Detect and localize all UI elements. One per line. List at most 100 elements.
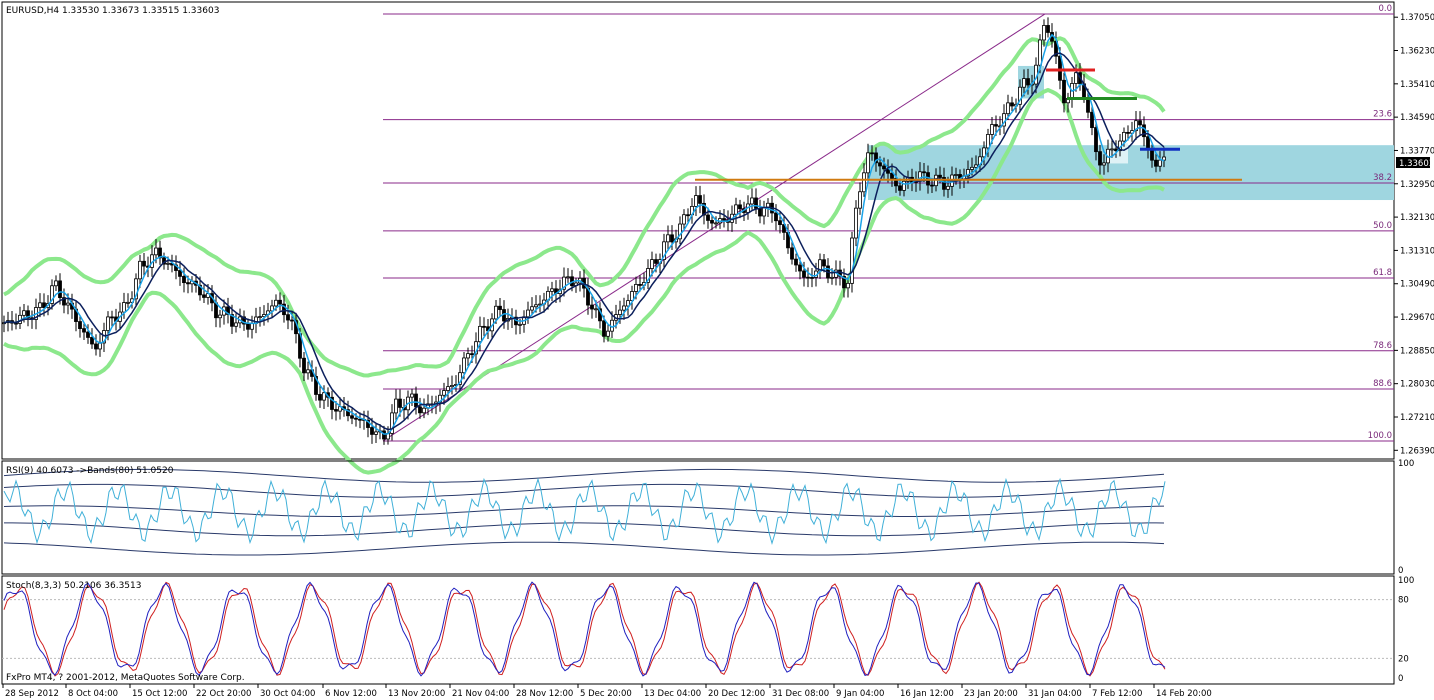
- price-tick-label: 1.33770: [1400, 146, 1434, 156]
- candle-body: [282, 303, 286, 316]
- candle-body: [670, 234, 674, 243]
- candle-body: [478, 325, 482, 343]
- rsi-band-line: [3, 505, 1165, 517]
- candle-body: [418, 406, 422, 414]
- candle-body: [1090, 111, 1094, 128]
- candle-body: [58, 280, 62, 299]
- candle-body: [802, 270, 806, 278]
- stoch-tick-label: 0: [1398, 674, 1403, 684]
- candle-body: [562, 276, 566, 290]
- candle-body: [938, 174, 942, 178]
- rsi-header: RSI(9) 40.6073 ->Bands(80) 51.0520: [6, 466, 174, 476]
- candle-body: [1134, 120, 1138, 132]
- copyright-text: FxPro MT4, ? 2001-2012, MetaQuotes Softw…: [6, 673, 245, 683]
- slow-ma-line: [3, 52, 1165, 431]
- candle-body: [874, 152, 878, 164]
- price-tick-label: 1.32130: [1400, 213, 1434, 223]
- time-tick-label: 21 Nov 04:00: [452, 689, 509, 699]
- candle-body: [450, 385, 454, 388]
- candle-body: [810, 277, 814, 279]
- candle-body: [1138, 120, 1142, 126]
- bollinger-upper: [3, 36, 1166, 378]
- stoch-panel[interactable]: 100 80 20 0 Stoch(8,3,3) 50.2106 36.3513 Fx…: [1, 575, 1414, 685]
- candle-body: [922, 171, 926, 174]
- candle-body: [930, 184, 934, 187]
- candle-body: [82, 328, 86, 333]
- candle-body: [862, 172, 866, 193]
- candle-body: [78, 321, 82, 330]
- candle-body: [1018, 86, 1022, 105]
- candle-body: [798, 264, 802, 272]
- candle-body: [422, 407, 426, 414]
- candle-body: [290, 319, 294, 322]
- rsi-axis: 100 0: [1398, 459, 1414, 576]
- candle-body: [750, 197, 754, 205]
- price-tick-label: 1.28030: [1400, 380, 1434, 390]
- rsi-band-line: [3, 541, 1165, 556]
- rsi-lines: [3, 468, 1166, 556]
- candle-body: [850, 237, 854, 284]
- candle-body: [806, 276, 810, 279]
- candle-body: [646, 268, 650, 283]
- time-tick-label: 8 Oct 04:00: [68, 689, 118, 699]
- candle-body: [534, 304, 538, 308]
- candle-body: [634, 284, 638, 292]
- candle-body: [62, 297, 66, 306]
- fib-level-label: 38.2: [1373, 173, 1392, 183]
- candle-body: [1150, 149, 1154, 161]
- candle-body: [790, 247, 794, 260]
- candle-body: [882, 165, 886, 170]
- time-tick-label: 9 Jan 04:00: [836, 689, 884, 699]
- candle-body: [42, 302, 46, 308]
- candle-body: [370, 427, 374, 435]
- candle-body: [350, 415, 354, 419]
- candle-body: [1042, 25, 1046, 41]
- candle-body: [322, 392, 326, 401]
- rsi-line: [3, 477, 1166, 545]
- candle-body: [354, 417, 358, 420]
- time-tick-label: 6 Nov 12:00: [325, 689, 377, 699]
- candle-body: [1158, 159, 1162, 167]
- candle-body: [94, 343, 98, 350]
- candle-body: [1010, 102, 1014, 107]
- candle-body: [754, 197, 758, 209]
- candle-body: [1154, 159, 1158, 167]
- candle-body: [778, 220, 782, 225]
- fibonacci-levels: 0.0 23.6 38.2 50.0 61.8 78.6 88.6 100.0: [382, 4, 1394, 442]
- fib-level-label: 50.0: [1373, 221, 1392, 231]
- price-panel[interactable]: 0.0 23.6 38.2 50.0 61.8 78.6 88.6 100.0 1.37050…: [1, 1, 1434, 475]
- price-tick-label: 1.35410: [1400, 80, 1434, 90]
- candle-body: [954, 174, 958, 176]
- candle-body: [734, 204, 738, 215]
- candle-body: [622, 305, 626, 311]
- candle-body: [890, 172, 894, 179]
- candle-body: [1122, 131, 1126, 142]
- horizontal-levels: [695, 68, 1242, 181]
- candle-body: [278, 299, 282, 305]
- candle-body: [446, 386, 450, 391]
- candle-body: [1102, 162, 1106, 166]
- candle-body: [246, 323, 250, 330]
- candle-body: [186, 282, 190, 285]
- rsi-band-line: [3, 483, 1165, 498]
- candle-body: [710, 220, 714, 224]
- rsi-panel[interactable]: 100 0 RSI(9) 40.6073 ->Bands(80) 51.0520: [1, 459, 1414, 576]
- candle-body: [274, 299, 278, 307]
- candle-body: [590, 304, 594, 310]
- candle-body: [382, 430, 386, 440]
- candle-body: [262, 314, 266, 317]
- time-tick-label: 28 Sep 2012: [5, 689, 59, 699]
- time-tick-label: 7 Feb 12:00: [1092, 689, 1142, 699]
- candle-body: [638, 284, 642, 286]
- rsi-tick-label: 0: [1398, 566, 1403, 576]
- candle-body: [110, 316, 114, 319]
- candle-body: [830, 276, 834, 279]
- symbol-header: EURUSD,H4 1.33530 1.33673 1.33515 1.3360…: [6, 6, 219, 16]
- candle-body: [994, 124, 998, 127]
- time-tick-label: 31 Dec 08:00: [772, 689, 829, 699]
- price-tick-label: 1.31310: [1400, 246, 1434, 256]
- candle-body: [990, 124, 994, 135]
- candle-body: [106, 316, 110, 331]
